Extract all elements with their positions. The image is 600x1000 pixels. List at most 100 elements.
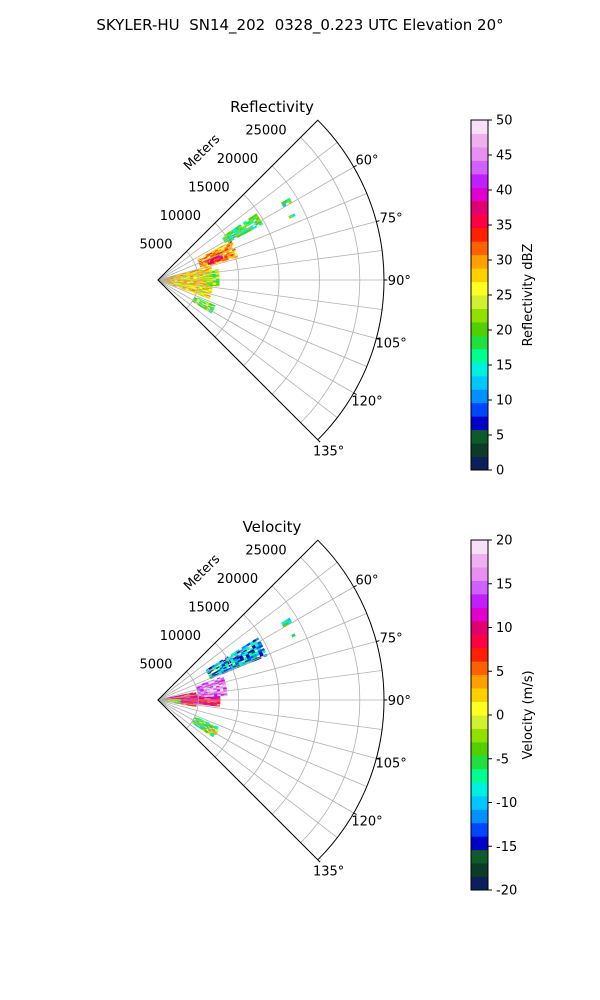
colorbar-swatch xyxy=(471,187,488,202)
echo-bin xyxy=(183,701,188,703)
colorbar-swatch xyxy=(471,849,488,864)
colorbar-tick-label: 20 xyxy=(496,324,513,339)
sector-outline xyxy=(157,539,385,861)
radial-tick-label: 10000 xyxy=(160,209,201,224)
angle-tick-label: 120° xyxy=(351,395,382,410)
azimuth-gridline xyxy=(157,142,338,281)
angle-tick-label: 105° xyxy=(375,336,406,351)
colorbar-swatch xyxy=(471,795,488,810)
colorbar-tick-label: 25 xyxy=(496,289,513,304)
echo-bin xyxy=(180,698,185,700)
azimuth-gridline xyxy=(157,562,338,701)
colorbar-swatch xyxy=(471,540,488,554)
colorbar-swatch xyxy=(471,620,488,635)
echo-bin xyxy=(291,633,296,638)
colorbar-swatch xyxy=(471,688,488,703)
colorbar-swatch xyxy=(471,402,488,417)
radial-tick-label: 20000 xyxy=(217,572,258,587)
angle-tick xyxy=(317,439,321,443)
azimuth-gridline xyxy=(157,613,367,701)
angle-tick-label: 60° xyxy=(355,153,378,168)
echo-bin xyxy=(224,258,229,261)
colorbar-swatch xyxy=(471,443,488,458)
echo-bin xyxy=(258,222,264,227)
reflectivity-panel: Reflectivity60°75°90°105°120°135°5000100… xyxy=(139,98,536,479)
sector-outline xyxy=(157,119,385,441)
echo-bin xyxy=(220,693,225,696)
angle-tick xyxy=(317,859,321,863)
echo-bin xyxy=(209,284,213,286)
echo-bin xyxy=(291,213,296,218)
azimuth-gridline xyxy=(157,279,338,418)
colorbar-tick-label: -5 xyxy=(496,752,509,767)
echo-bin xyxy=(172,285,177,287)
echo-bin xyxy=(201,695,205,698)
echo-bin xyxy=(210,694,215,697)
azimuth-gridline xyxy=(157,279,354,394)
azimuth-gridline xyxy=(157,279,383,310)
azimuth-gridline xyxy=(157,279,377,339)
angle-tick xyxy=(376,758,380,760)
figure-title: SKYLER-HU SN14_202 0328_0.223 UTC Elevat… xyxy=(96,16,504,34)
colorbar-swatch xyxy=(471,362,488,377)
echo-bin xyxy=(180,701,184,703)
colorbar-swatch xyxy=(471,214,488,229)
echo-bin xyxy=(206,296,211,300)
colorbar-swatch xyxy=(471,456,488,471)
radial-tick-label: 10000 xyxy=(160,629,201,644)
angle-tick-label: 60° xyxy=(355,573,378,588)
radial-tick-label: 5000 xyxy=(139,657,172,672)
colorbar-swatch xyxy=(471,389,488,404)
echo-bin xyxy=(209,734,214,738)
colorbar-tick-label: 5 xyxy=(496,429,504,444)
angle-tick-label: 75° xyxy=(380,212,403,227)
colorbar-tick-label: 0 xyxy=(496,464,504,479)
azimuth-gridline xyxy=(157,193,367,281)
colorbar-swatch xyxy=(471,416,488,431)
colorbar-swatch xyxy=(471,268,488,283)
colorbar-swatch xyxy=(471,348,488,363)
colorbar-tick-label: -20 xyxy=(496,884,517,899)
echo-bin xyxy=(208,267,212,270)
colorbar-swatch xyxy=(471,200,488,215)
colorbar-swatch xyxy=(471,241,488,256)
colorbar-tick-label: -10 xyxy=(496,796,517,811)
echo-bin xyxy=(216,702,221,705)
echo-bin xyxy=(193,702,198,705)
angle-tick-label: 105° xyxy=(375,756,406,771)
echo-bin xyxy=(254,637,260,642)
azimuth-gridline xyxy=(157,586,354,701)
echo-bin xyxy=(209,704,214,707)
colorbar-tick-label: 35 xyxy=(496,219,513,234)
colorbar-swatch xyxy=(471,295,488,309)
colorbar-swatch xyxy=(471,715,488,729)
colorbar-swatch xyxy=(471,701,488,716)
colorbar-tick-label: 0 xyxy=(496,709,504,724)
colorbar-tick-label: 50 xyxy=(496,114,513,129)
echo-bin xyxy=(219,258,224,262)
angle-tick xyxy=(353,584,357,588)
echo-bin xyxy=(207,695,212,697)
colorbar-swatch xyxy=(471,566,488,581)
colorbar-swatch xyxy=(471,728,488,743)
echo-bin xyxy=(196,257,201,261)
azimuth-gridline xyxy=(157,699,367,787)
echo-bin xyxy=(214,694,218,697)
colorbar-swatch xyxy=(471,308,488,323)
panel-title: Reflectivity xyxy=(230,98,314,116)
echo-bin xyxy=(253,225,258,230)
echo-bin xyxy=(206,700,211,703)
colorbar-tick-label: 5 xyxy=(496,665,504,680)
azimuth-gridline xyxy=(157,166,354,281)
colorbar-tick-label: 40 xyxy=(496,184,513,199)
echo-bin xyxy=(217,694,222,697)
colorbar-swatch xyxy=(471,768,488,783)
colorbar-swatch xyxy=(471,755,488,770)
colorbar-swatch xyxy=(471,120,488,134)
colorbar-tick-label: 10 xyxy=(496,621,513,636)
echo-bin xyxy=(183,276,188,278)
colorbar-swatch xyxy=(471,146,488,161)
echo-bin xyxy=(210,261,215,264)
panel-title: Velocity xyxy=(243,518,302,536)
